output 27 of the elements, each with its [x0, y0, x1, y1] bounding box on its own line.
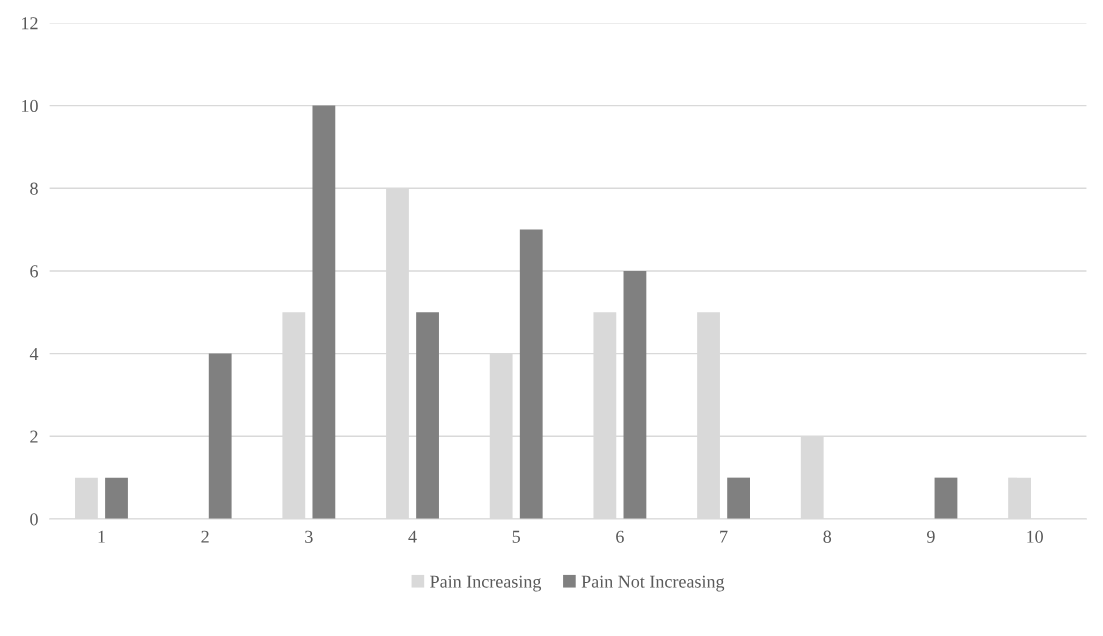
bar	[105, 477, 128, 519]
y-tick-label: 12	[22, 17, 38, 30]
x-tick-label: 10	[1027, 530, 1043, 543]
y-tick-label: 2	[30, 430, 38, 443]
bar	[519, 229, 543, 519]
x-tick-label: 5	[512, 530, 521, 543]
x-tick-label: 9	[927, 530, 935, 543]
x-tick-label: 1	[98, 530, 105, 543]
bar	[623, 270, 647, 519]
x-tick-label: 7	[720, 530, 728, 543]
y-tick-label: 10	[22, 99, 38, 113]
y-tick-label: 4	[29, 347, 39, 360]
bar	[416, 312, 439, 519]
x-tick-label: 4	[408, 530, 417, 543]
bar	[727, 477, 751, 519]
x-tick-label: 3	[305, 530, 313, 543]
bar	[208, 353, 232, 519]
y-tick-label: 8	[30, 182, 38, 195]
y-tick-label: 6	[30, 265, 38, 278]
x-tick-label: 8	[823, 530, 832, 543]
bar	[934, 477, 958, 519]
x-tick-label: 6	[616, 530, 624, 543]
legend-label: Pain Increasing	[430, 575, 542, 592]
y-tick-label: 0	[30, 513, 38, 526]
x-tick-label: 2	[201, 530, 209, 543]
legend-label: Pain Not Increasing	[581, 575, 725, 592]
bar	[312, 105, 336, 519]
